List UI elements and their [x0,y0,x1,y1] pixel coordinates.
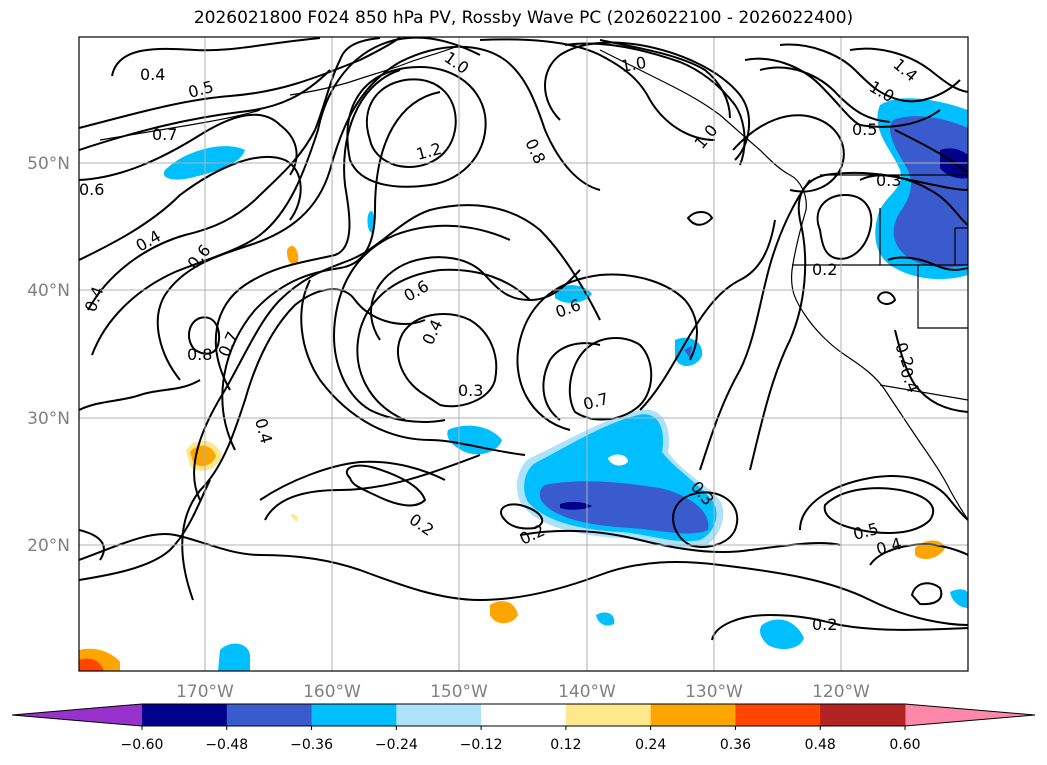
colorbar-segment [565,704,652,726]
latitude-labels: 20°N 30°N 40°N 50°N [27,154,70,556]
colorbar: −0.60 −0.48 −0.36 −0.24 −0.12 0.12 0.24 0.36 0.4… [11,703,1036,753]
colorbar-tick-label: −0.60 [121,737,164,753]
lat-label-20: 20°N [27,536,70,556]
colorbar-tick-label: 0.60 [889,737,920,753]
colorbar-segment [311,704,397,726]
lon-label-170w: 170°W [176,682,234,702]
colorbar-tick-label: 0.48 [805,737,836,753]
contour-label: 0.3 [458,381,483,400]
map-frame [78,36,969,672]
coastlines [99,44,968,521]
colorbar-segment [735,704,821,726]
lon-label-130w: 130°W [685,682,743,702]
colorbar-segment [481,704,567,726]
colorbar-segment [650,704,736,726]
map-plot-area: 0.4 0.5 0.7 0.6 0.4 0.6 0.4 0.8 0.7 0.4 … [79,37,968,671]
lon-label-160w: 160°W [303,682,361,702]
lon-label-150w: 150°W [430,682,488,702]
longitude-labels: 170°W 160°W 150°W 140°W 130°W 120°W [176,682,870,702]
pv-shading [79,98,968,671]
colorbar-segment [396,704,482,726]
graticule [79,37,968,671]
colorbar-tick-label: −0.12 [460,737,503,753]
contour-label: 0.7 [152,125,177,144]
colorbar-segment [142,704,228,726]
colorbar-tick-label: 0.12 [550,737,581,753]
contour-label: 0.2 [812,615,837,634]
colorbar-tick-label: 0.36 [720,737,751,753]
colorbar-tick-label: 0.24 [635,737,666,753]
contour-label: 0.4 [140,65,165,84]
colorbar-segment [820,704,906,726]
colorbar-extension-low [12,704,142,726]
colorbar-tick-label: −0.36 [290,737,333,753]
colorbar-tick-label: −0.48 [205,737,248,753]
colorbar-segment [226,704,313,726]
map-title: 2026021800 F024 850 hPa PV, Rossby Wave … [193,8,854,28]
contour-label: 0.6 [79,180,104,199]
lon-label-140w: 140°W [558,682,616,702]
pv-contours [79,37,968,641]
lat-label-40: 40°N [27,281,70,301]
contour-label: 0.5 [852,120,877,139]
lat-label-30: 30°N [27,409,70,429]
colorbar-tick-label: −0.24 [375,737,418,753]
lon-label-120w: 120°W [812,682,870,702]
contour-label: 1.0 [619,53,647,76]
lat-label-50: 50°N [27,154,70,174]
contour-label: 0.8 [187,345,212,364]
contour-label: 0.3 [876,171,901,190]
contour-label: 0.2 [812,260,837,279]
colorbar-extension-high [905,704,1035,726]
